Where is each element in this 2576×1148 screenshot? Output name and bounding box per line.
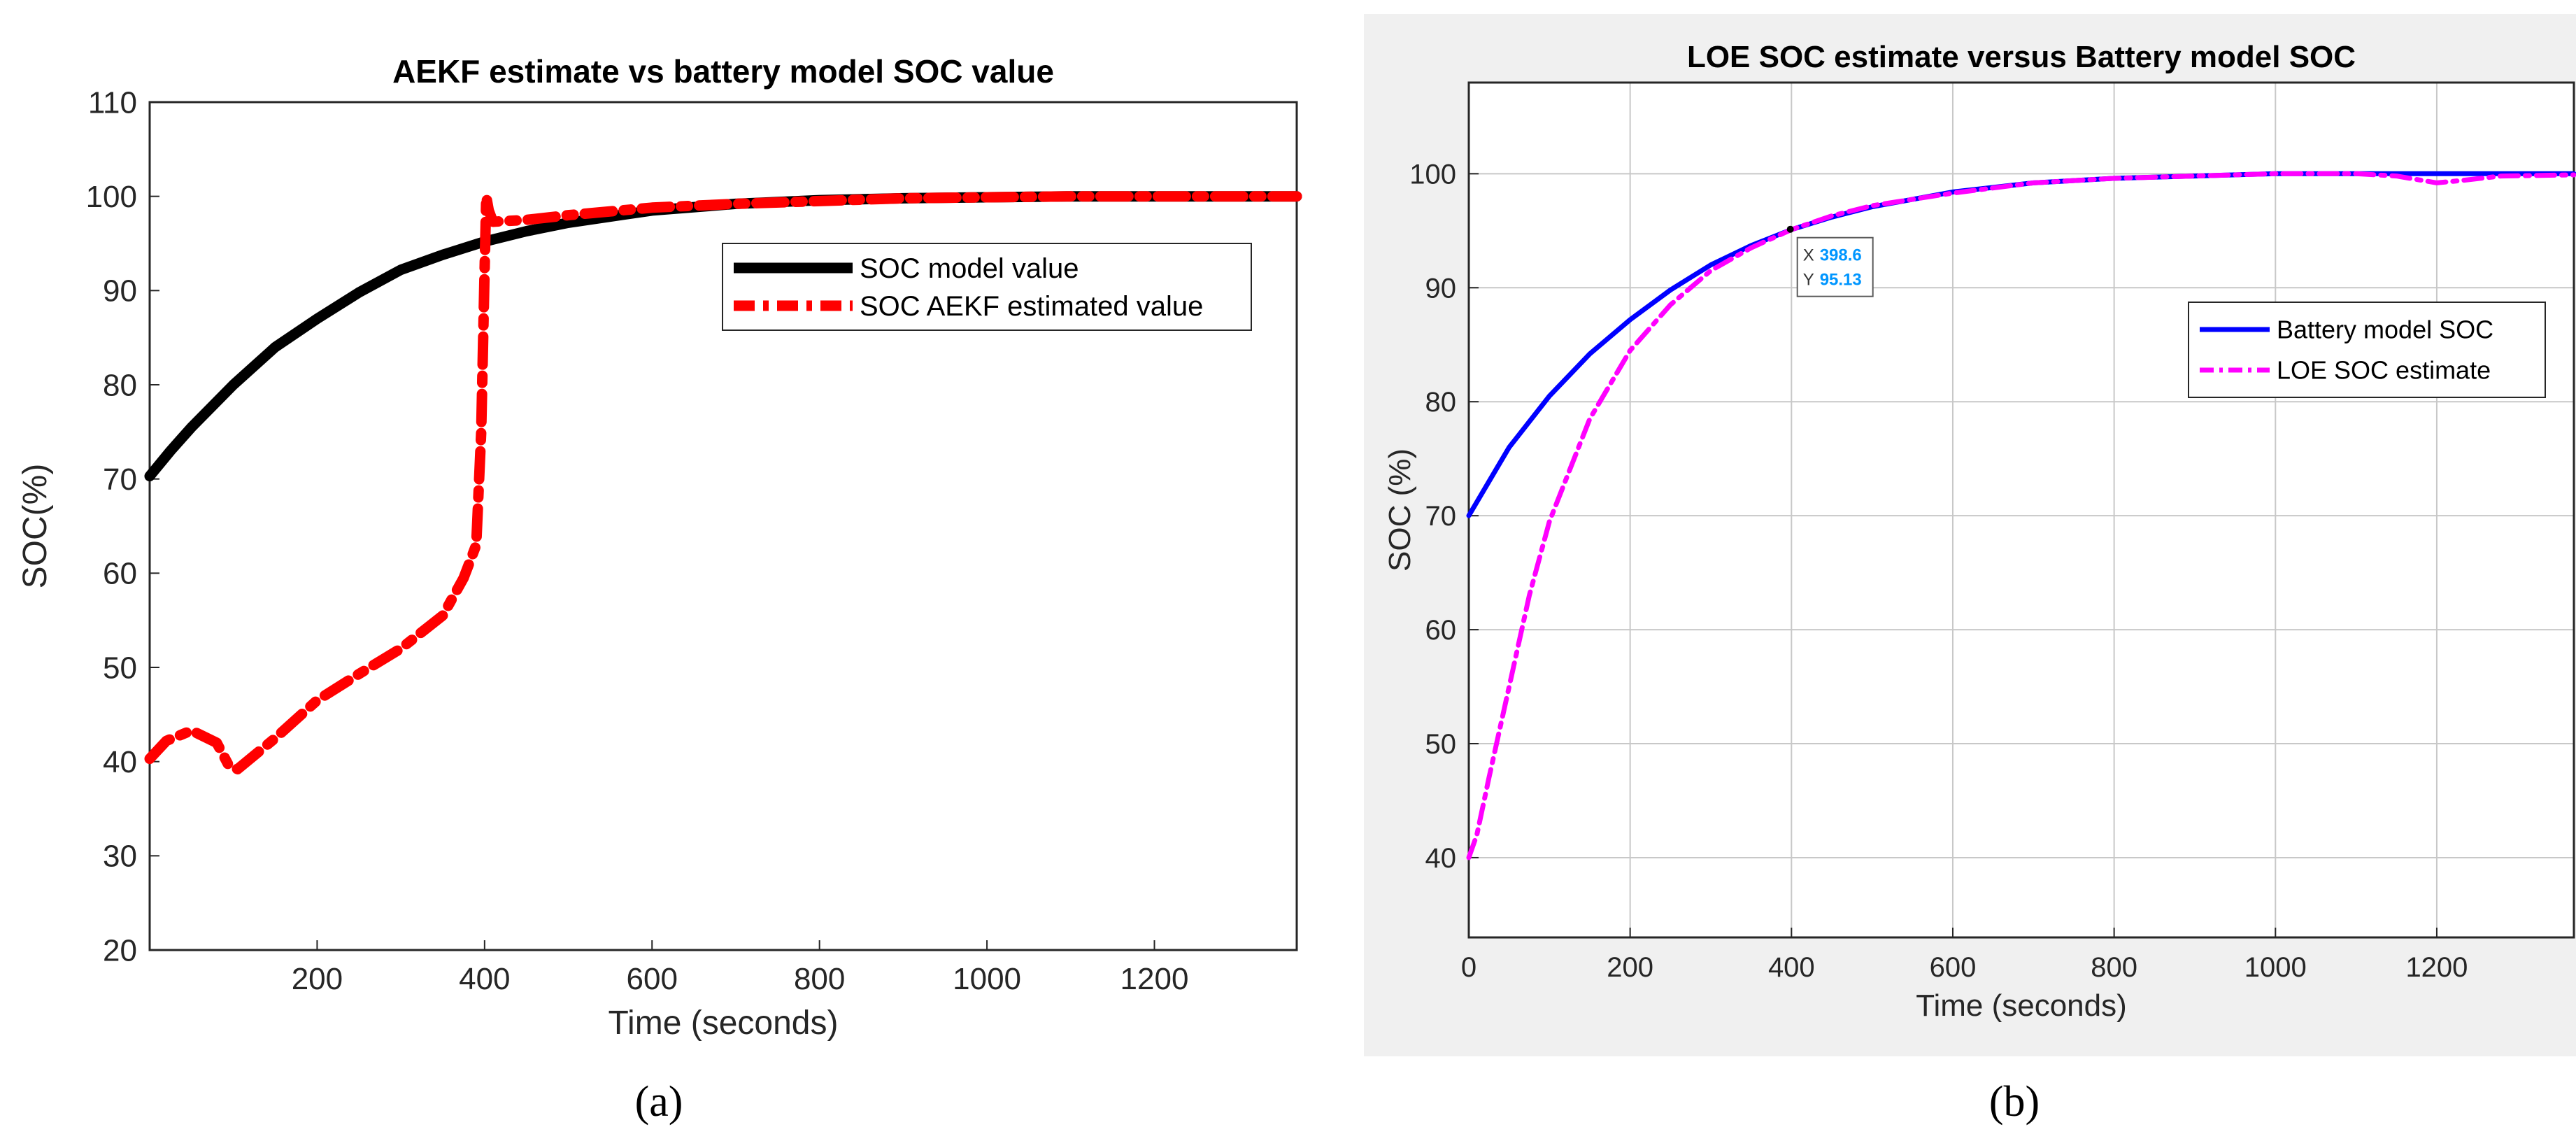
- datatip-box: [1796, 236, 1874, 297]
- x-tick-label: 800: [794, 962, 845, 996]
- plot-area: [150, 102, 1297, 950]
- x-axis-label: Time (seconds): [609, 1005, 839, 1042]
- x-tick-label: 200: [292, 962, 343, 996]
- x-tick-label: 800: [2091, 952, 2137, 983]
- y-tick-label: 70: [1425, 501, 1457, 532]
- legend-box: [2188, 302, 2546, 398]
- axes-box: [148, 101, 1298, 951]
- legend-label-2: SOC AEKF estimated value: [860, 291, 1203, 322]
- y-tick-label: 100: [86, 180, 137, 214]
- panel-b: 0 200 400 600 800 1000 1200 40 50 60 70 80 90 100 LOE …: [1364, 0, 2576, 1148]
- x-tick-label: 1000: [953, 962, 1021, 996]
- y-tick-label: 50: [1425, 729, 1457, 760]
- x-tick-label: 1000: [2244, 952, 2307, 983]
- y-tick-label: 80: [103, 368, 137, 402]
- legend: Battery model SOC LOE SOC estimate: [2188, 302, 2546, 398]
- chart-title: LOE SOC estimate versus Battery model SO…: [1687, 40, 2356, 74]
- panel-b-caption: (b): [1988, 1078, 2040, 1126]
- y-tick-label: 70: [103, 462, 137, 497]
- chart-title: AEKF estimate vs battery model SOC value: [392, 53, 1054, 90]
- datatip-marker: [1786, 225, 1794, 233]
- x-tick-label: 1200: [2405, 952, 2468, 983]
- legend: SOC model value SOC AEKF estimated value: [722, 243, 1252, 331]
- datatip-y-value: 95.13: [1820, 271, 1862, 290]
- y-tick-label: 30: [103, 839, 137, 874]
- plot-area: [1469, 83, 2574, 937]
- datatip-x-label: X: [1803, 246, 1814, 265]
- y-tick-label: 60: [1425, 615, 1457, 646]
- series-line-2: [144, 191, 1302, 774]
- legend-label-1: SOC model value: [860, 253, 1079, 284]
- x-axis-label: Time (seconds): [1916, 988, 2127, 1023]
- y-tick-label: 60: [103, 557, 137, 591]
- legend-label-2: LOE SOC estimate: [2277, 356, 2491, 385]
- x-tick-label: 600: [1930, 952, 1977, 983]
- x-tick-label: 600: [627, 962, 678, 996]
- y-tick-label: 90: [1425, 273, 1457, 304]
- y-axis-label: SOC (%): [1383, 448, 1417, 572]
- x-tick-label: 0: [1461, 952, 1476, 983]
- chart-a: 200 400 600 800 1000 1200 20 30 40 50 60 70 80 90 100 1…: [17, 53, 1302, 1042]
- legend-label-1: Battery model SOC: [2277, 316, 2493, 344]
- y-tick-label: 50: [103, 651, 137, 685]
- y-axis-label: SOC(%): [17, 464, 54, 589]
- y-tick-label: 90: [103, 274, 137, 309]
- axes-box: [1467, 81, 2575, 939]
- panel-a: 200 400 600 800 1000 1200 20 30 40 50 60 70 80 90 100 1…: [17, 53, 1302, 1126]
- x-tick-label: 400: [1768, 952, 1815, 983]
- y-tick-label: 40: [1425, 843, 1457, 874]
- legend-box: [722, 243, 1252, 331]
- datatip-x-value: 398.6: [1820, 246, 1862, 265]
- x-tick-label: 200: [1607, 952, 1653, 983]
- datatip: X 398.6 Y 95.13: [1796, 236, 1874, 297]
- panel-a-caption: (a): [634, 1078, 683, 1126]
- datatip-y-label: Y: [1803, 271, 1814, 290]
- y-tick-label: 80: [1425, 387, 1457, 418]
- x-tick-label: 1200: [1120, 962, 1189, 996]
- y-tick-label: 100: [1409, 159, 1456, 190]
- y-tick-label: 110: [88, 85, 137, 120]
- x-tick-label: 400: [459, 962, 510, 996]
- y-tick-label: 20: [103, 933, 137, 968]
- y-tick-label: 40: [103, 745, 137, 779]
- chart-b: 0 200 400 600 800 1000 1200 40 50 60 70 80 90 100 LOE …: [1383, 40, 2576, 1023]
- series-line-2: [1466, 171, 2576, 860]
